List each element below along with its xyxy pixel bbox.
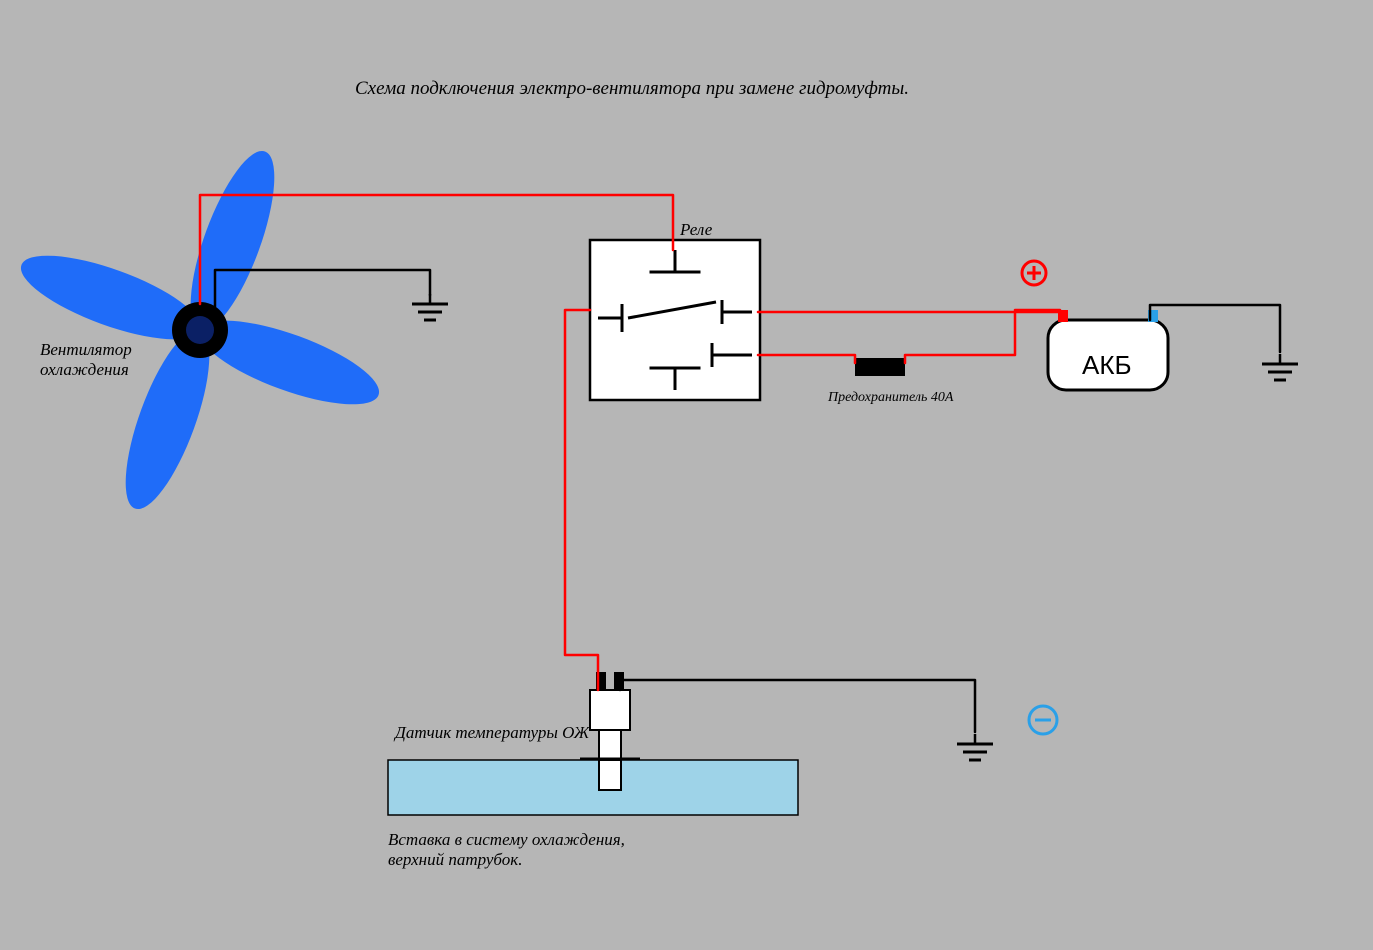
diagram-title: Схема подключения электро-вентилятора пр… (355, 78, 909, 100)
sensor-label: Датчик температуры ОЖ (395, 723, 589, 743)
battery-label: АКБ (1082, 350, 1132, 381)
fan-label: Вентилятор охлаждения (40, 340, 132, 380)
pipe-label: Вставка в систему охлаждения, верхний па… (388, 830, 625, 870)
wiring-diagram (0, 0, 1373, 950)
fuse-label: Предохранитель 40А (828, 390, 953, 406)
relay-label: Реле (680, 220, 712, 240)
